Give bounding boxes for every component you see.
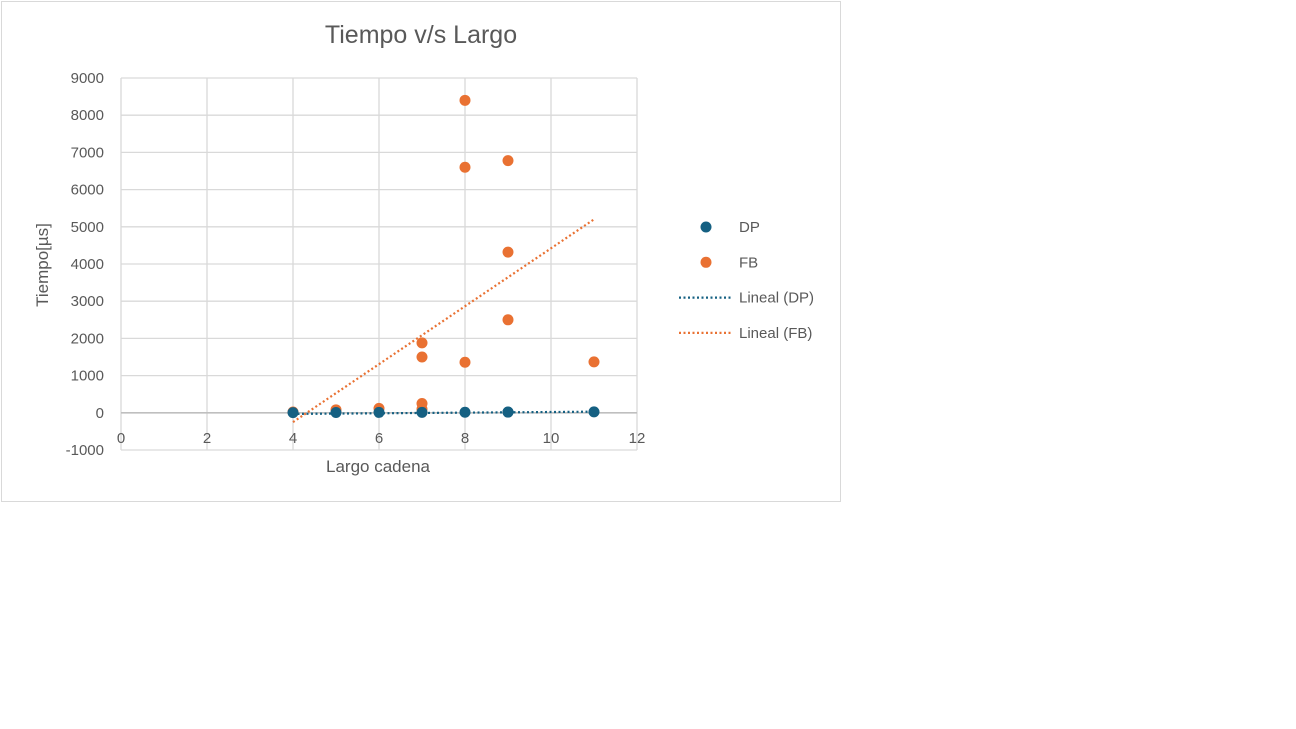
x-tick-label: 6 — [375, 430, 383, 447]
y-tick-label: 1000 — [71, 368, 104, 385]
x-tick-label: 0 — [117, 430, 125, 447]
point-fb — [588, 356, 600, 368]
x-tick-label: 2 — [203, 430, 211, 447]
legend-label: Lineal (FB) — [739, 325, 812, 342]
y-tick-label: 3000 — [71, 293, 104, 310]
data-points — [287, 94, 600, 419]
point-fb — [416, 351, 428, 363]
trendline-fb — [292, 218, 595, 424]
y-tick-label: 0 — [96, 405, 104, 422]
x-tick-label: 12 — [629, 430, 646, 447]
x-tick-label: 8 — [461, 430, 469, 447]
point-dp — [502, 406, 514, 418]
legend: DP FB Lineal (DP) Lineal (FB) — [679, 219, 814, 342]
y-tick-label: -1000 — [66, 442, 104, 459]
y-tick-label: 7000 — [71, 144, 104, 161]
legend-label: Lineal (DP) — [739, 290, 814, 307]
y-tick-label: 6000 — [71, 182, 104, 199]
point-fb — [459, 94, 471, 106]
trendline-dp — [292, 410, 595, 416]
scatter-chart: Tiempo v/s Largo -1000 0 1000 2000 3000 4000 5… — [33, 21, 814, 476]
point-dp — [459, 406, 471, 418]
x-tick-label: 10 — [543, 430, 560, 447]
point-fb — [459, 161, 471, 173]
point-fb — [502, 246, 514, 258]
point-fb — [502, 155, 514, 167]
y-tick-label: 4000 — [71, 256, 104, 273]
chart-title: Tiempo v/s Largo — [325, 21, 517, 49]
x-axis-ticks: 0 2 4 6 8 10 12 — [117, 430, 646, 447]
chart-frame: Tiempo v/s Largo -1000 0 1000 2000 3000 4000 5… — [1, 1, 841, 502]
legend-label: DP — [739, 219, 760, 236]
point-dp — [287, 407, 299, 419]
legend-label: FB — [739, 254, 758, 271]
grid — [120, 77, 638, 451]
point-fb — [459, 356, 471, 368]
trendlines — [292, 218, 595, 424]
point-fb — [416, 337, 428, 349]
point-fb — [416, 398, 428, 409]
y-tick-label: 8000 — [71, 107, 104, 124]
y-tick-label: 9000 — [71, 70, 104, 87]
y-axis-ticks: -1000 0 1000 2000 3000 4000 5000 6000 7000 8000 90… — [66, 70, 104, 459]
y-tick-label: 5000 — [71, 219, 104, 236]
y-tick-label: 2000 — [71, 330, 104, 347]
point-dp — [588, 406, 600, 418]
point-fb — [502, 314, 514, 326]
x-tick-label: 4 — [289, 430, 297, 447]
legend-marker-fb — [700, 256, 712, 268]
point-dp — [416, 406, 428, 418]
point-dp — [330, 407, 342, 419]
point-dp — [373, 406, 385, 418]
x-axis-title: Largo cadena — [326, 457, 431, 476]
y-axis-title: Tiempo[µs] — [33, 223, 52, 307]
legend-marker-dp — [700, 221, 712, 233]
